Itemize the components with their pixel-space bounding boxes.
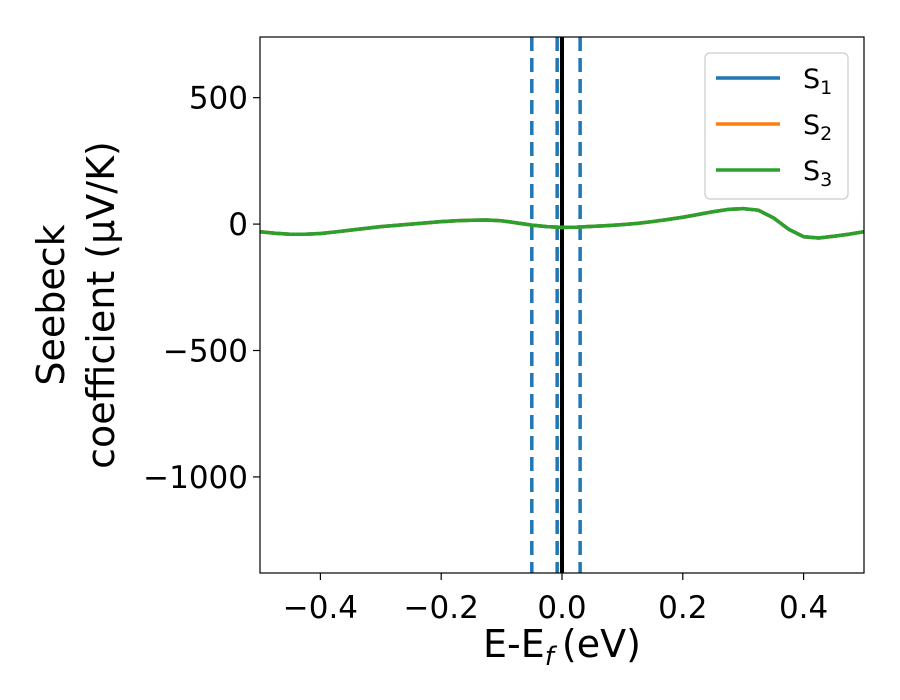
y-tick-label: −500 xyxy=(163,334,248,370)
series-lines xyxy=(260,206,864,240)
x-tick-label: −0.2 xyxy=(404,590,479,626)
legend-label-s1: S1 xyxy=(803,64,832,99)
legend-box xyxy=(704,52,849,200)
plot-area xyxy=(259,36,865,574)
x-axis-ticks: −0.4 −0.2 0.0 0.2 0.4 xyxy=(283,573,828,626)
y-tick-label: −1000 xyxy=(143,460,248,496)
legend-label-s2: S2 xyxy=(803,110,832,145)
y-axis-label-line1: Seebeck xyxy=(29,224,73,385)
legend: S1 S2 S3 xyxy=(704,52,849,200)
x-axis-label: E-Ef (eV) xyxy=(483,622,641,672)
x-tick-label: 0.4 xyxy=(779,590,828,626)
x-tick-label: 0.0 xyxy=(537,590,586,626)
y-axis-ticks: 500 0 −500 −1000 xyxy=(143,81,260,496)
legend-label-s3: S3 xyxy=(803,156,832,191)
y-tick-label: 0 xyxy=(228,207,248,243)
series-line-s3 xyxy=(260,206,864,240)
x-tick-label: −0.4 xyxy=(283,590,358,626)
y-tick-label: 500 xyxy=(189,81,248,117)
y-axis-label-line2: coefficient (μV/K) xyxy=(79,141,123,469)
x-tick-label: 0.2 xyxy=(658,590,707,626)
